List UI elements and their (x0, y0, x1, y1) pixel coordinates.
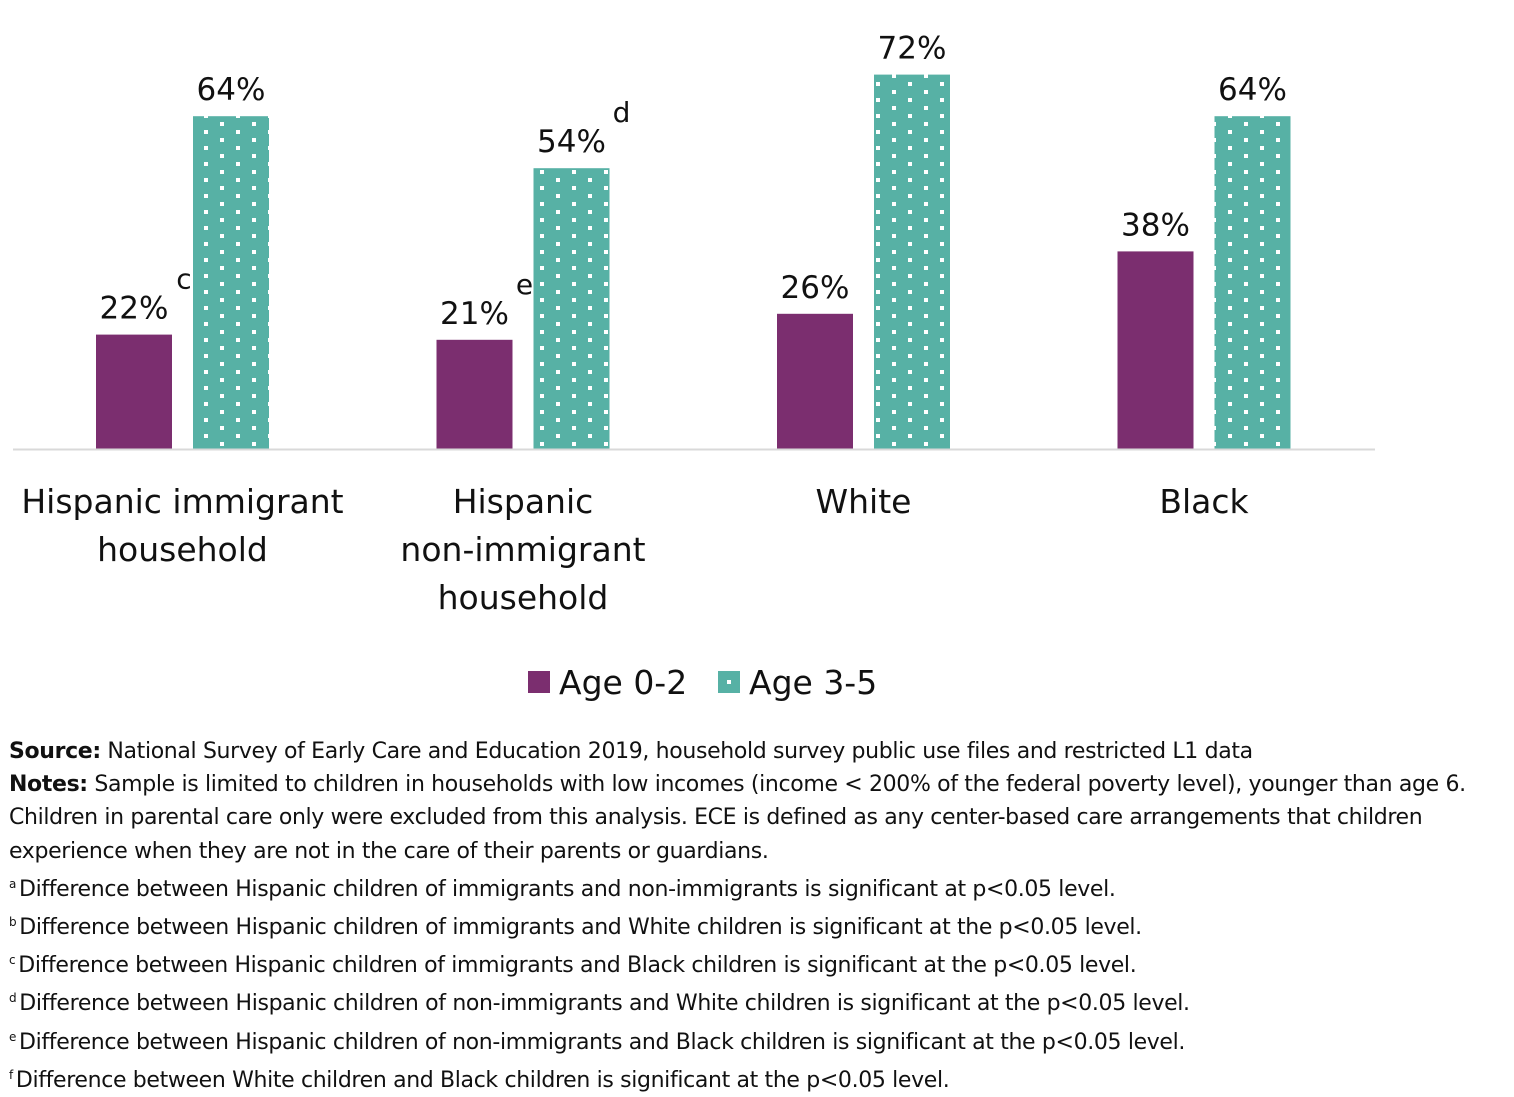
data-label: 64% (197, 72, 266, 108)
bar-age-3-5 (533, 168, 610, 449)
footnote: d Difference between Hispanic children of… (9, 982, 1514, 1020)
data-label: 38% (1121, 207, 1190, 243)
legend-swatch (528, 671, 550, 693)
footnote-text: Difference between Hispanic children of … (19, 915, 1142, 941)
footnote-text: Difference between Hispanic children of … (19, 991, 1190, 1017)
notes-line: Notes: Sample is limited to children in … (9, 768, 1514, 801)
chart-notes: Source: National Survey of Early Care an… (9, 735, 1514, 1097)
significance-annotation: d (613, 96, 631, 129)
category-label: Black (1159, 482, 1249, 521)
footnote: f Difference between White children and B… (9, 1059, 1514, 1097)
source-label: Source: (9, 739, 101, 764)
footnote: b Difference between Hispanic children of… (9, 906, 1514, 944)
footnote-mark: b (9, 915, 17, 930)
bar-age-0-2 (777, 313, 853, 449)
footnote-text: Difference between White children and Bl… (15, 1067, 950, 1093)
category-label: non-immigrant (400, 530, 645, 569)
bar-chart: 22%c 64% Hispanic immigrant household 21%e 54… (13, 31, 1375, 702)
data-label: 64% (1218, 72, 1287, 108)
significance-annotation: c (176, 263, 191, 296)
bar-age-3-5 (1214, 116, 1291, 449)
footnote-mark: e (9, 1029, 17, 1044)
data-label: 54% (537, 124, 606, 160)
category-label: Hispanic immigrant (21, 482, 343, 521)
data-label: 21% (440, 296, 509, 332)
data-label: 22% (100, 291, 169, 327)
footnote-mark: a (9, 876, 17, 891)
source-text: National Survey of Early Care and Educat… (100, 739, 1253, 764)
legend-label: Age 0-2 (559, 663, 687, 702)
legend-swatch-dot (727, 680, 731, 684)
data-label: 26% (781, 270, 850, 306)
notes-line: Children in parental care only were excl… (9, 805, 1423, 831)
bar-age-0-2 (436, 339, 513, 449)
significance-annotation: e (516, 268, 533, 301)
category-label: household (97, 530, 268, 569)
category-label: Hispanic (453, 482, 594, 521)
footnote: c Difference between Hispanic children of… (9, 944, 1514, 982)
bar-age-3-5 (193, 116, 269, 449)
footnote-mark: d (9, 991, 17, 1006)
bar-age-0-2 (96, 334, 172, 449)
data-label: 72% (878, 31, 947, 67)
footnote: e Difference between Hispanic children of… (9, 1021, 1514, 1059)
footnote-text: Difference between Hispanic children of … (19, 876, 1116, 902)
notes-line: experience when they are not in the care… (9, 838, 769, 864)
bar-age-3-5 (874, 74, 950, 449)
legend-label: Age 3-5 (749, 663, 877, 702)
bar-age-0-2 (1117, 251, 1194, 449)
footnote-mark: f (9, 1067, 13, 1082)
source-line: Source: National Survey of Early Care an… (9, 735, 1514, 768)
category-label: White (816, 482, 912, 521)
footnote: a Difference between Hispanic children of… (9, 868, 1514, 906)
notes-text: Sample is limited to children in househo… (87, 772, 1466, 798)
category-label: household (438, 578, 609, 617)
footnote-text: Difference between Hispanic children of … (19, 1029, 1186, 1055)
footnote-mark: c (9, 953, 16, 968)
footnote-text: Difference between Hispanic children of … (18, 953, 1137, 979)
notes-label: Notes: (9, 772, 88, 798)
